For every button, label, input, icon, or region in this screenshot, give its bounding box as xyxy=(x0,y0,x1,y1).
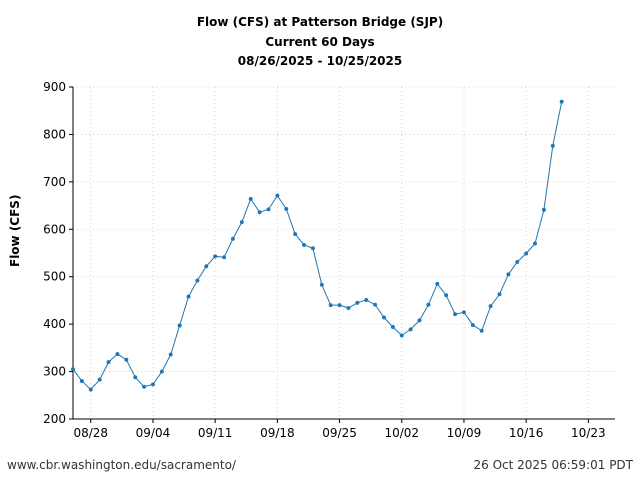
data-point xyxy=(550,143,555,148)
data-point xyxy=(150,382,156,387)
y-tick-label: 800 xyxy=(43,127,66,141)
data-point xyxy=(461,310,467,315)
y-tick-label: 400 xyxy=(43,317,66,331)
data-point xyxy=(213,254,218,259)
data-point xyxy=(346,305,351,311)
data-point xyxy=(399,333,404,338)
chart-date-range: 08/26/2025 - 10/25/2025 xyxy=(237,54,403,68)
data-point xyxy=(115,351,120,357)
data-point xyxy=(497,292,502,297)
data-point xyxy=(275,193,280,198)
series-line xyxy=(72,101,563,391)
data-point xyxy=(88,387,93,392)
data-point xyxy=(168,352,173,357)
y-tick-label: 600 xyxy=(43,222,66,236)
data-point xyxy=(239,220,244,225)
data-point xyxy=(470,323,475,328)
data-point xyxy=(541,207,546,212)
data-point xyxy=(373,302,378,307)
data-point xyxy=(310,246,315,251)
data-point xyxy=(444,293,449,298)
data-point xyxy=(328,303,333,308)
data-point xyxy=(417,318,422,323)
data-point xyxy=(293,231,298,237)
y-tick-label: 500 xyxy=(43,270,66,284)
data-point xyxy=(284,206,289,211)
data-point xyxy=(97,377,102,382)
data-point xyxy=(106,360,111,365)
timestamp: 26 Oct 2025 06:59:01 PDT xyxy=(473,458,633,472)
data-point xyxy=(186,294,191,299)
data-point xyxy=(133,375,138,380)
x-tick-label: 10/16 xyxy=(509,426,544,440)
x-tick-label: 08/28 xyxy=(73,426,108,440)
y-tick-label: 900 xyxy=(43,80,66,94)
y-tick-label: 300 xyxy=(43,365,66,379)
data-point xyxy=(319,282,324,287)
x-tick-label: 10/09 xyxy=(447,426,482,440)
x-tick-label: 09/11 xyxy=(198,426,233,440)
data-point xyxy=(142,384,147,389)
data-point xyxy=(70,367,76,372)
data-point xyxy=(479,328,484,333)
x-tick-label: 09/18 xyxy=(260,426,295,440)
data-point xyxy=(248,196,253,201)
chart-title: Flow (CFS) at Patterson Bridge (SJP) xyxy=(196,15,444,29)
data-point xyxy=(159,369,164,374)
data-point xyxy=(355,300,360,305)
data-point xyxy=(230,236,235,241)
data-point xyxy=(301,242,307,247)
data-point xyxy=(408,327,413,332)
data-point xyxy=(79,379,84,384)
data-point xyxy=(222,255,227,260)
data-point xyxy=(515,259,520,265)
data-point xyxy=(381,315,387,320)
data-point xyxy=(195,278,200,283)
data-point xyxy=(204,264,209,269)
data-point xyxy=(506,272,511,277)
data-point xyxy=(177,323,182,328)
x-tick-label: 10/23 xyxy=(571,426,606,440)
data-point xyxy=(426,302,431,307)
data-point xyxy=(124,357,129,362)
data-point xyxy=(488,304,493,309)
data-point xyxy=(453,312,458,317)
y-tick-label: 200 xyxy=(43,412,66,426)
data-point xyxy=(559,99,564,104)
data-point xyxy=(435,281,440,286)
y-tick-label: 700 xyxy=(43,175,66,189)
data-point xyxy=(266,207,271,212)
data-point xyxy=(390,324,395,330)
x-tick-label: 09/04 xyxy=(136,426,171,440)
x-tick-label: 10/02 xyxy=(384,426,419,440)
source-url[interactable]: www.cbr.washington.edu/sacramento/ xyxy=(7,458,236,472)
data-point xyxy=(364,297,369,303)
data-point xyxy=(257,210,262,215)
x-tick-label: 09/25 xyxy=(322,426,357,440)
data-point xyxy=(532,241,538,246)
data-point xyxy=(337,303,342,308)
data-point xyxy=(524,251,529,256)
chart-subtitle: Current 60 Days xyxy=(265,35,375,49)
